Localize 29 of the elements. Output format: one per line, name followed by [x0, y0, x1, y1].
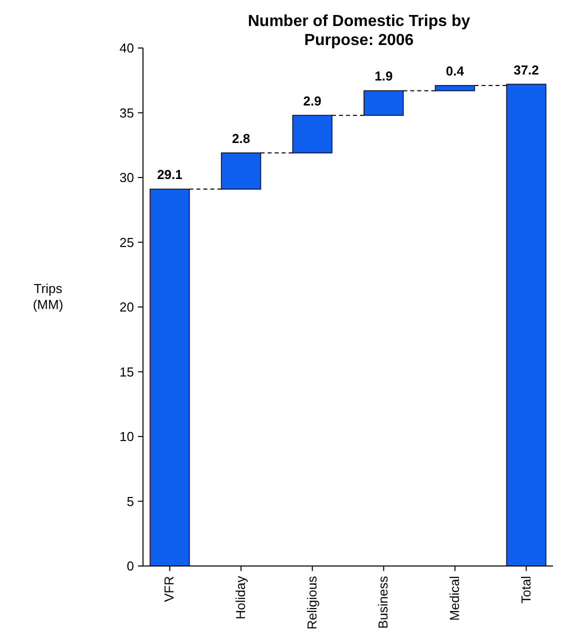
data-label: 2.8 — [232, 130, 250, 146]
y-tick-label: 20 — [120, 300, 134, 315]
bar — [506, 84, 546, 566]
data-label: 2.9 — [303, 93, 322, 108]
x-tick-label: Total — [518, 576, 534, 604]
bar — [434, 85, 476, 92]
x-tick-label: VFR — [162, 576, 177, 602]
y-tick-label: 30 — [120, 170, 134, 186]
y-tick-label: 5 — [126, 494, 134, 509]
y-tick-label: 35 — [120, 105, 134, 120]
y-tick-label: 40 — [120, 40, 134, 56]
bar — [220, 152, 262, 190]
data-label: 1.9 — [374, 68, 393, 84]
data-label: 37.2 — [514, 62, 539, 78]
x-tick-label: Holiday — [233, 576, 248, 620]
bar — [364, 90, 404, 116]
data-label: 0.4 — [446, 64, 465, 79]
x-tick-label: Religious — [304, 576, 320, 630]
y-tick-label: 0 — [126, 558, 134, 574]
bar — [150, 188, 190, 566]
x-tick-label: Medical — [446, 576, 462, 621]
y-tick-label: 10 — [120, 429, 134, 444]
x-tick-label: Business — [376, 576, 391, 629]
chart-title: Number of Domestic Trips by Purpose: 2006 — [248, 13, 470, 49]
y-tick-label: 15 — [120, 364, 134, 380]
bar — [292, 114, 332, 154]
data-label: 29.1 — [157, 167, 182, 182]
y-tick-label: 25 — [120, 234, 134, 250]
y-axis-title: Trips (MM) — [32, 281, 64, 312]
